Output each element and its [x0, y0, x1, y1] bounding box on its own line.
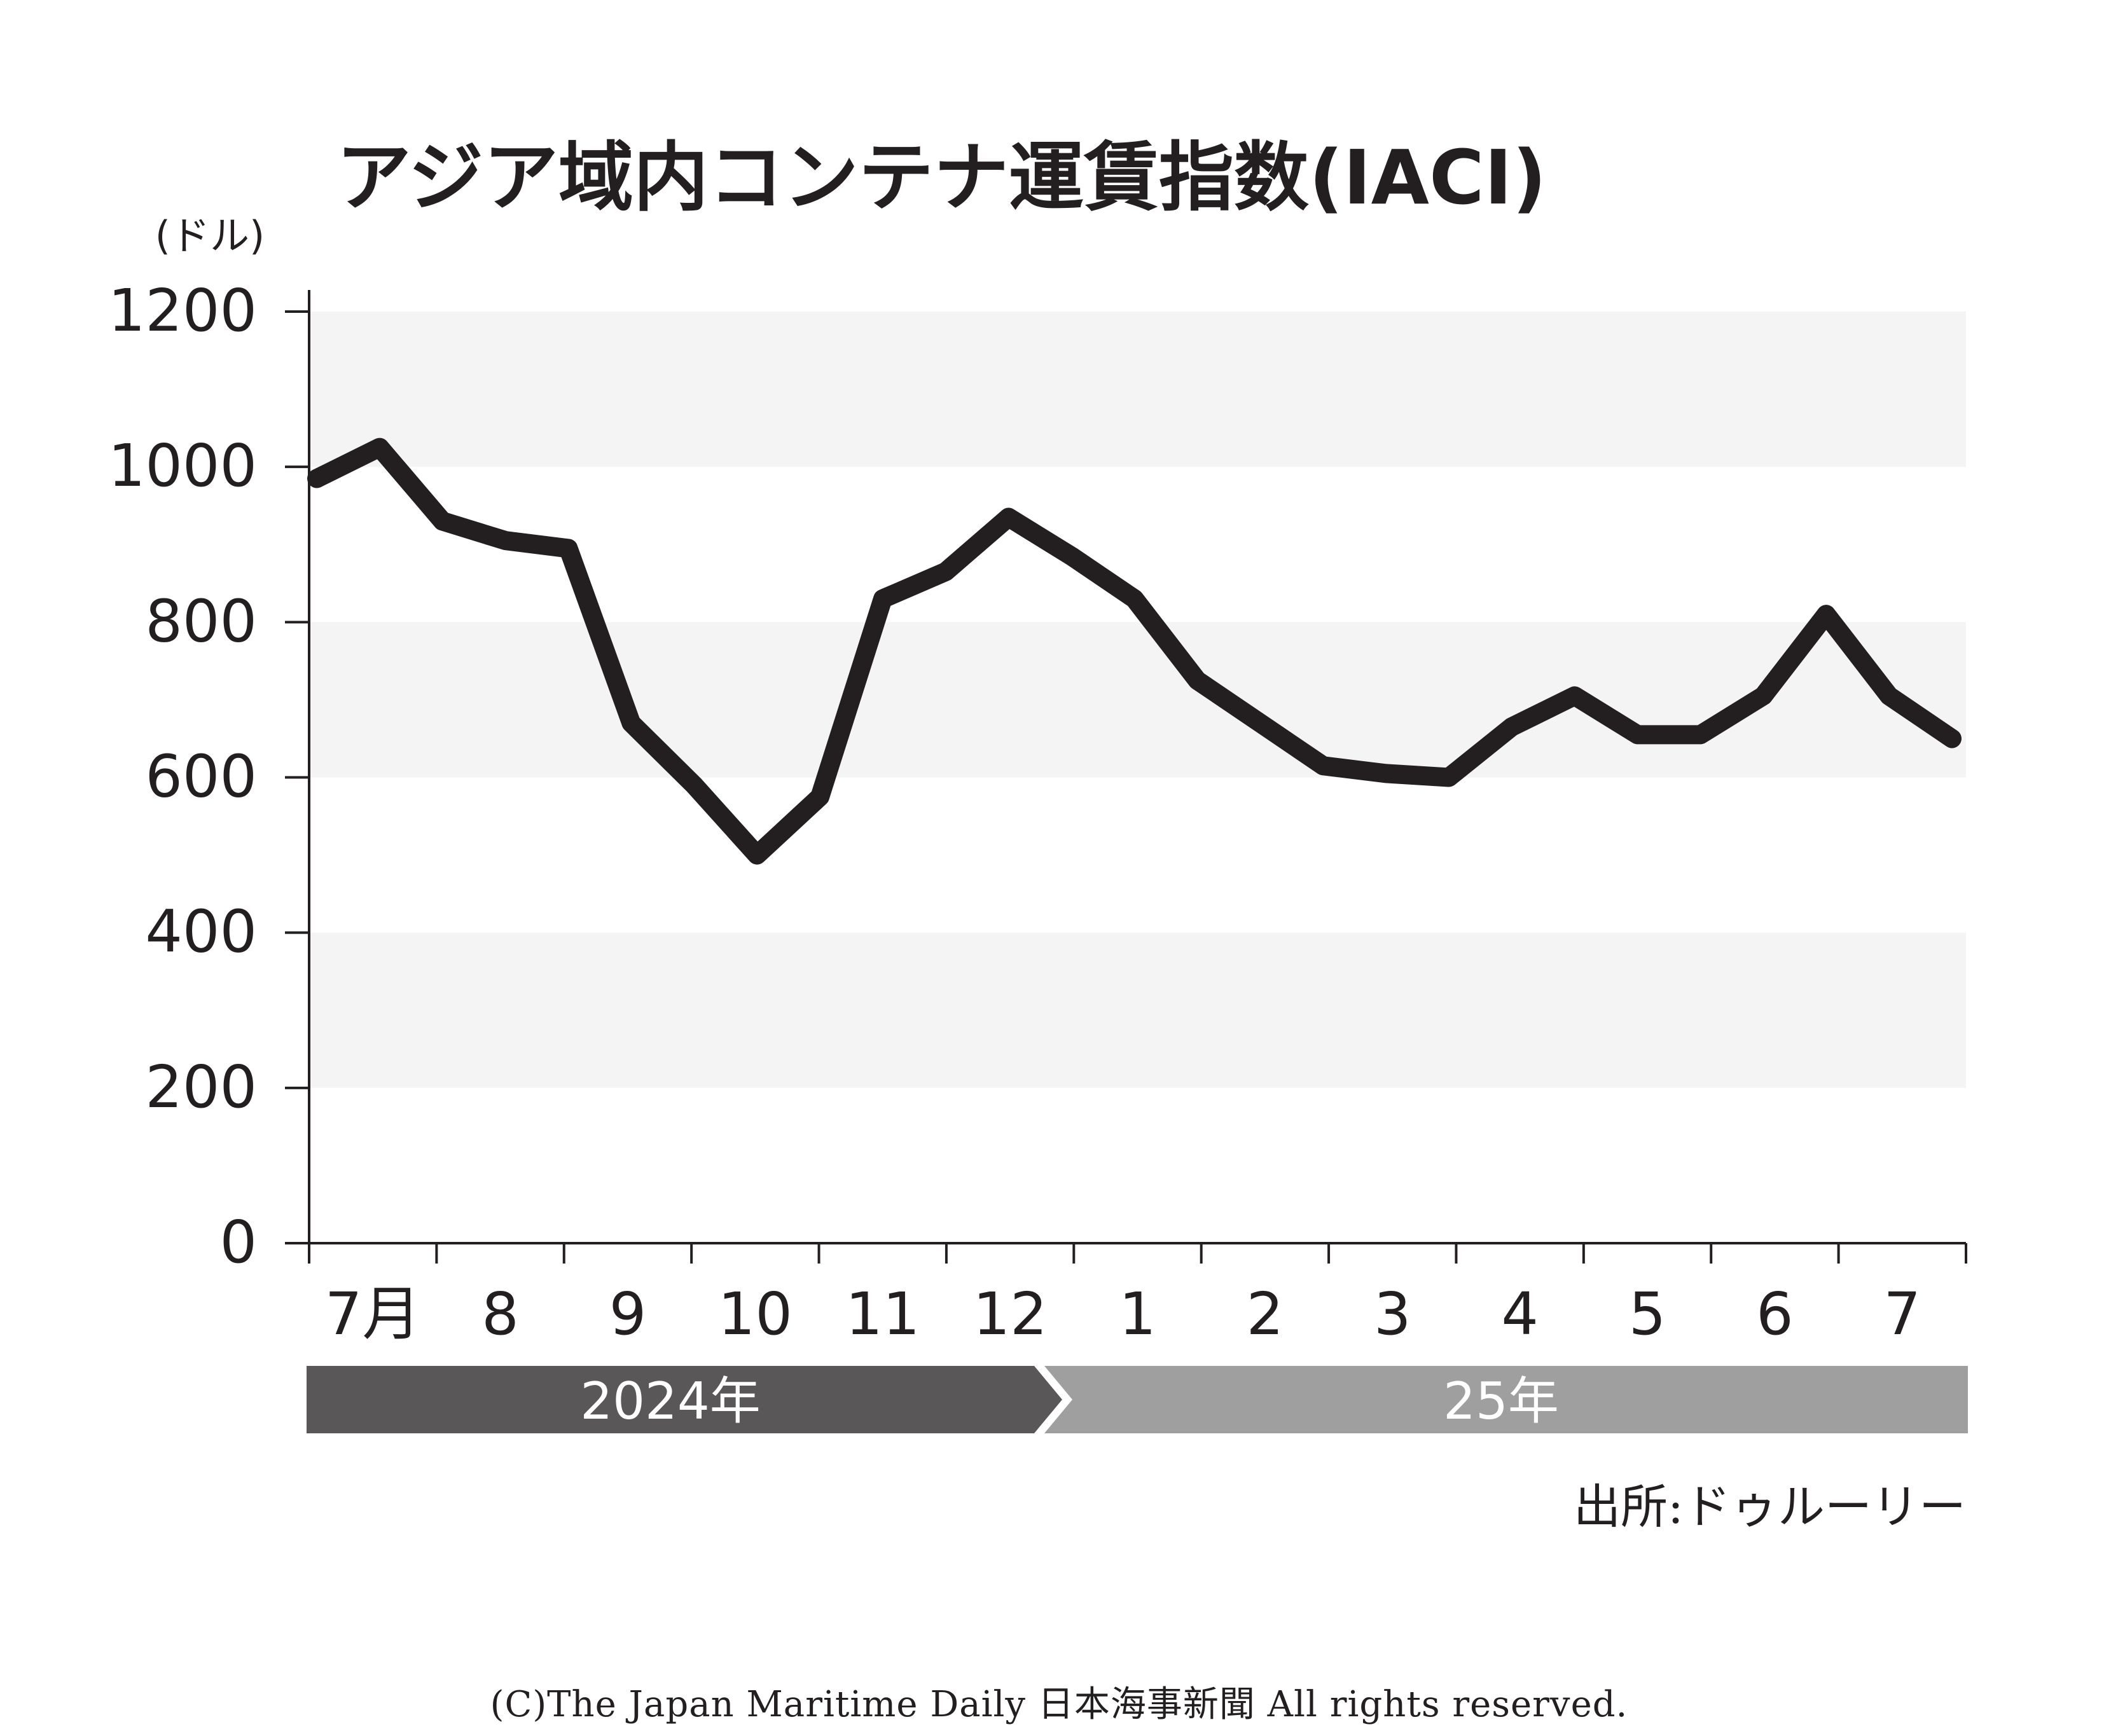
- source-label: 出所:ドゥルーリー: [1574, 1480, 1966, 1534]
- data-point: [1446, 775, 1451, 780]
- chart-title: アジア域内コンテナ運賃指数(IACI): [336, 134, 1547, 221]
- x-tick-labels: 7月 8 9 10 11 12 1 2 3 4 5 6 7: [325, 1280, 1921, 1348]
- x-tick-label: 10: [718, 1280, 793, 1348]
- data-point: [1886, 693, 1892, 699]
- data-point: [1383, 771, 1389, 776]
- y-tick-label: 1200: [108, 277, 257, 345]
- x-ticks: [308, 1243, 1967, 1264]
- x-tick-label: 11: [845, 1280, 920, 1348]
- y-tick-label: 1000: [108, 432, 257, 500]
- data-point: [1635, 732, 1640, 738]
- data-point: [1257, 720, 1263, 726]
- data-point: [1824, 612, 1829, 617]
- x-tick-label: 2: [1247, 1280, 1284, 1348]
- copyright-notice: (C)The Japan Maritime Daily 日本海事新聞 All r…: [490, 1684, 1628, 1725]
- x-tick-label: 8: [481, 1280, 519, 1348]
- year-band-2024: [307, 1366, 1062, 1433]
- y-axis-unit: (ドル): [155, 212, 265, 259]
- data-point: [1761, 693, 1766, 699]
- grid-band: [309, 932, 1966, 1088]
- data-point: [502, 538, 508, 544]
- data-point: [1509, 724, 1514, 730]
- data-point: [691, 782, 697, 788]
- year-label-2024: 2024年: [580, 1372, 761, 1431]
- y-tick-label: 400: [145, 898, 257, 966]
- x-tick-label: 9: [609, 1280, 647, 1348]
- data-point: [1069, 553, 1074, 559]
- data-point: [1949, 736, 1955, 741]
- data-points: [314, 444, 1955, 858]
- data-point: [880, 596, 885, 602]
- data-point: [1006, 514, 1011, 520]
- data-point: [1132, 596, 1137, 602]
- year-label-25: 25年: [1443, 1372, 1559, 1431]
- x-tick-label: 3: [1374, 1280, 1411, 1348]
- y-ticks: 0 200 400 600 800 1000 1200: [108, 277, 309, 1276]
- data-point: [314, 476, 319, 481]
- x-tick-label: 5: [1629, 1280, 1666, 1348]
- data-point: [377, 444, 382, 450]
- data-point: [754, 852, 760, 858]
- data-point: [565, 546, 571, 551]
- x-tick-label: 4: [1501, 1280, 1539, 1348]
- data-point: [628, 720, 634, 726]
- x-tick-label: 7: [1884, 1280, 1921, 1348]
- y-tick-label: 600: [145, 743, 257, 811]
- data-point: [1572, 693, 1577, 699]
- y-tick-label: 200: [145, 1053, 257, 1121]
- grid-band: [309, 622, 1966, 778]
- grid-bands: [309, 312, 1966, 1088]
- data-point: [1698, 732, 1703, 738]
- data-point: [1194, 677, 1200, 683]
- year-band-25: [1044, 1366, 1968, 1433]
- x-tick-label: 1: [1119, 1280, 1156, 1348]
- x-tick-label: 7月: [325, 1280, 421, 1348]
- y-tick-label: 0: [219, 1208, 257, 1276]
- data-point: [1320, 763, 1326, 769]
- data-point: [943, 568, 948, 574]
- year-bands: 2024年 25年: [307, 1366, 1968, 1433]
- grid-band: [309, 312, 1966, 467]
- x-tick-label: 6: [1756, 1280, 1794, 1348]
- x-tick-label: 12: [973, 1280, 1048, 1348]
- data-point: [817, 794, 823, 800]
- y-tick-label: 800: [145, 587, 257, 655]
- data-point: [440, 518, 445, 524]
